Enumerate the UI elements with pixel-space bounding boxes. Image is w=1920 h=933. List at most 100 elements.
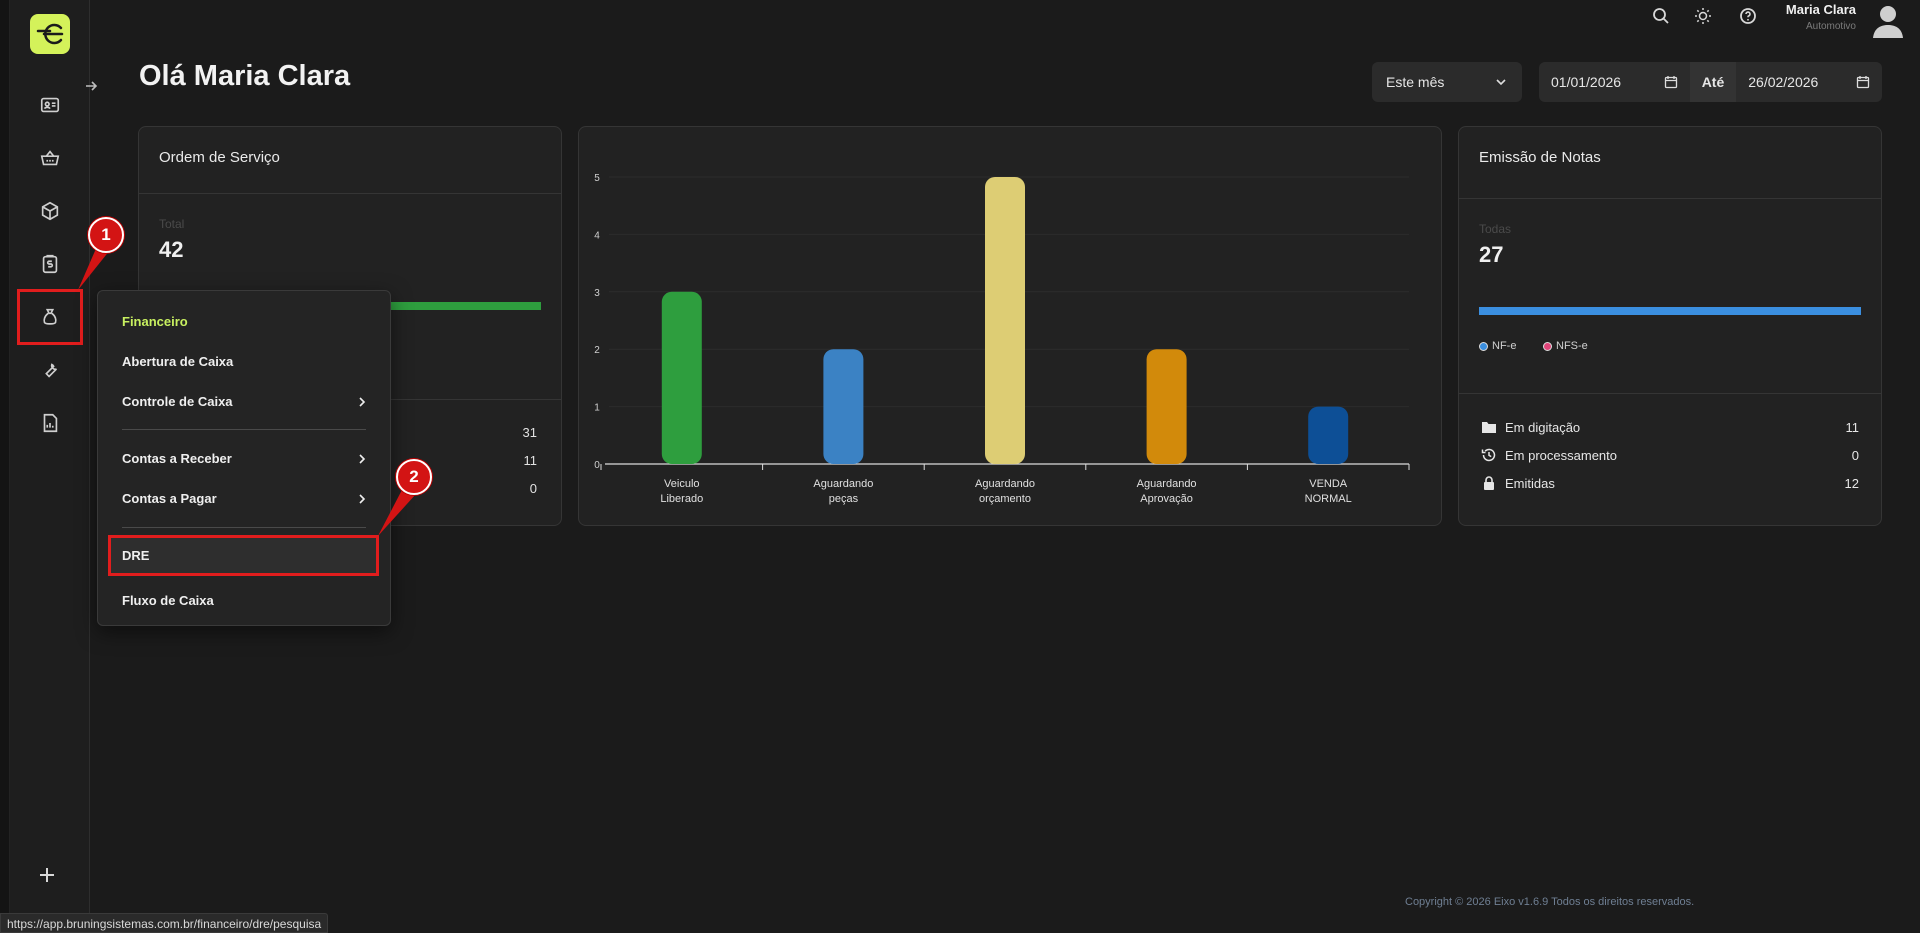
y-tick-label: 3 xyxy=(594,288,600,299)
stat-label: Em processamento xyxy=(1505,447,1617,463)
menu-header: Financeiro xyxy=(122,314,368,329)
menu-item-abertura-caixa[interactable]: Abertura de Caixa xyxy=(122,354,368,369)
stat-value: 0 xyxy=(1851,447,1859,463)
annotation-badge: 2 xyxy=(396,459,432,495)
x-tick-label: orçamento xyxy=(979,493,1031,505)
user-role: Automotivo xyxy=(1805,21,1856,32)
chart-bar xyxy=(985,177,1025,464)
x-tick-label: Aguardando xyxy=(813,478,873,490)
status-bar-url: https://app.bruningsistemas.com.br/finan… xyxy=(0,913,329,933)
menu-item-label: Fluxo de Caixa xyxy=(122,593,214,608)
stat-emitidas: Emitidas 12 xyxy=(1481,475,1859,491)
stat-em-digitacao: Em digitação 11 xyxy=(1481,419,1859,435)
x-tick-label: Liberado xyxy=(660,493,703,505)
x-tick-label: Aprovação xyxy=(1140,493,1193,505)
x-tick-label: Aguardando xyxy=(975,478,1035,490)
menu-item-label: Contas a Receber xyxy=(122,451,232,466)
copyright-footer: Copyright © 2026 Eixo v1.6.9 Todos os di… xyxy=(1405,896,1695,908)
sidebar-item-orcamentos[interactable] xyxy=(28,242,72,286)
sidebar-item-vendas[interactable] xyxy=(28,136,72,180)
chevron-right-icon xyxy=(359,453,366,464)
start-date-value: 01/01/2026 xyxy=(1551,74,1622,90)
chevron-right-icon xyxy=(359,396,366,407)
menu-item-fluxo-caixa[interactable]: Fluxo de Caixa xyxy=(122,593,368,608)
chart-bar xyxy=(661,291,702,464)
user-name[interactable]: Maria Clara xyxy=(1785,2,1856,17)
legend-nfe[interactable]: NF-e xyxy=(1479,340,1516,352)
date-range: 01/01/2026 Até 26/02/2026 xyxy=(1539,62,1882,102)
sidebar-item-financeiro[interactable] xyxy=(17,289,83,345)
x-tick-label: Veiculo xyxy=(664,478,699,490)
menu-divider xyxy=(122,429,366,430)
calendar-icon[interactable] xyxy=(1856,75,1870,89)
clipboard-dollar-icon xyxy=(42,254,58,274)
date-separator: Até xyxy=(1689,62,1737,102)
menu-item-label: Controle de Caixa xyxy=(122,394,233,409)
x-tick-label: NORMAL xyxy=(1305,493,1352,505)
menu-item-controle-caixa[interactable]: Controle de Caixa xyxy=(122,394,368,409)
y-tick-label: 4 xyxy=(594,230,600,241)
plus-icon xyxy=(40,868,54,882)
add-button[interactable] xyxy=(38,866,56,889)
status-count: 11 xyxy=(523,453,538,468)
nfse-dot-icon xyxy=(1543,341,1552,351)
annotation-badge: 1 xyxy=(88,217,124,253)
notas-label: Todas xyxy=(1479,222,1512,236)
legend-label: NF-e xyxy=(1492,340,1517,352)
folder-icon xyxy=(1482,422,1496,433)
sidebar-item-cadastros[interactable] xyxy=(28,83,72,127)
divider xyxy=(1459,198,1881,199)
menu-item-label: Abertura de Caixa xyxy=(122,354,234,369)
calendar-icon[interactable] xyxy=(1664,75,1678,89)
chart-bar xyxy=(1308,406,1349,464)
notas-progress-bar xyxy=(1479,307,1861,315)
menu-item-dre[interactable]: DRE xyxy=(108,535,379,576)
end-date-value: 26/02/2026 xyxy=(1748,74,1819,90)
wrench-icon xyxy=(45,363,58,378)
legend-label: NFS-e xyxy=(1556,340,1588,352)
chevron-right-icon xyxy=(359,493,366,504)
stat-label: Em digitação xyxy=(1505,419,1581,435)
y-tick-label: 0 xyxy=(594,460,600,471)
stat-em-processamento: Em processamento 0 xyxy=(1481,447,1859,463)
stat-value: 12 xyxy=(1844,475,1859,491)
sidebar-item-relatorios[interactable] xyxy=(28,401,72,445)
eixo-logo-icon xyxy=(36,23,64,45)
menu-header-label: Financeiro xyxy=(122,314,188,329)
window-edge xyxy=(0,0,10,933)
lock-icon xyxy=(1484,476,1494,490)
chart-bar xyxy=(823,349,864,464)
help-button[interactable] xyxy=(1737,5,1759,27)
status-bar-chart: 0 1 2 3 4 5 Veiculo Liberado Aguardando peças Agua… xyxy=(594,173,1410,505)
stat-value: 11 xyxy=(1845,419,1860,435)
divider xyxy=(1459,393,1881,394)
divider xyxy=(139,193,561,194)
start-date-field[interactable]: 01/01/2026 xyxy=(1539,62,1690,102)
id-card-icon xyxy=(40,97,60,113)
menu-divider xyxy=(122,527,366,528)
menu-item-contas-pagar[interactable]: Contas a Pagar xyxy=(122,491,368,506)
end-date-field[interactable]: 26/02/2026 xyxy=(1736,62,1882,102)
basket-icon xyxy=(40,150,60,166)
user-avatar-icon xyxy=(1873,6,1903,38)
sidebar-item-servicos[interactable] xyxy=(28,348,72,392)
theme-toggle[interactable] xyxy=(1692,5,1714,27)
expand-sidebar-button[interactable] xyxy=(83,78,99,94)
ordem-servico-title: Ordem de Serviço xyxy=(159,149,280,166)
y-tick-label: 5 xyxy=(594,173,600,184)
legend-nfse[interactable]: NFS-e xyxy=(1543,340,1588,352)
history-icon xyxy=(1481,448,1496,462)
total-label: Total xyxy=(159,217,185,231)
app-logo[interactable] xyxy=(30,14,70,54)
avatar[interactable] xyxy=(1870,2,1906,38)
menu-item-contas-receber[interactable]: Contas a Receber xyxy=(122,451,368,466)
sidebar-item-produtos[interactable] xyxy=(28,189,72,233)
period-select[interactable]: Este mês xyxy=(1372,62,1522,102)
search-button[interactable] xyxy=(1650,5,1672,27)
menu-item-label: DRE xyxy=(122,548,150,563)
nfe-dot-icon xyxy=(1479,341,1488,351)
annotation-pointer xyxy=(378,486,416,536)
status-count: 31 xyxy=(522,425,537,440)
y-tick-label: 2 xyxy=(594,345,600,356)
